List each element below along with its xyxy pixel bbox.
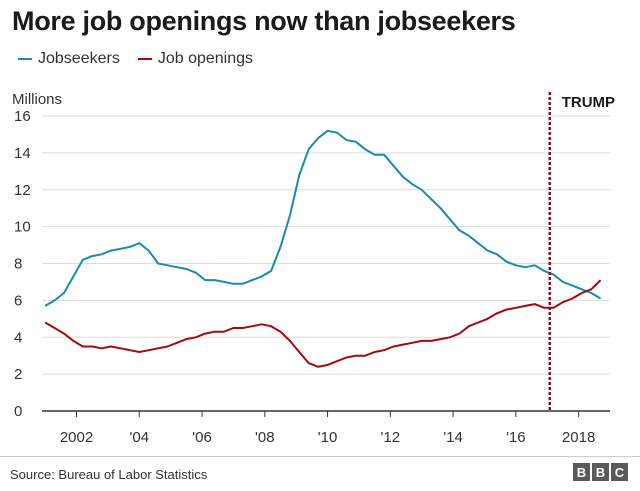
y-tick-label: 16 bbox=[14, 108, 31, 125]
line-chart: Millions 0 2 4 6 8 10 12 14 16 2002 '04 '06 '08 '10 '… bbox=[12, 91, 615, 446]
x-tick-label: '10 bbox=[318, 429, 338, 446]
y-tick-label: 6 bbox=[14, 292, 22, 309]
legend-swatch-job-openings bbox=[137, 58, 152, 60]
series-lines bbox=[44, 129, 602, 368]
gridlines bbox=[42, 115, 610, 412]
footer-divider bbox=[0, 456, 640, 457]
legend-item-job-openings: Job openings bbox=[137, 50, 254, 68]
x-tick-label: 2018 bbox=[562, 429, 595, 446]
series-line-jobseekers bbox=[44, 129, 602, 307]
source-note: Source: Bureau of Labor Statistics bbox=[10, 467, 208, 482]
bbc-logo: B B C bbox=[571, 463, 628, 481]
y-axis-label: Millions bbox=[12, 91, 62, 108]
x-tick-label: '04 bbox=[130, 429, 150, 446]
y-tick-label: 12 bbox=[14, 182, 31, 199]
x-tick-labels: 2002 '04 '06 '08 '10 '12 '14 '16 2018 bbox=[60, 411, 595, 446]
legend-item-jobseekers: Jobseekers bbox=[18, 50, 120, 68]
bbc-logo-letter: C bbox=[611, 463, 628, 481]
x-tick-label: '08 bbox=[255, 429, 275, 446]
x-tick-label: '12 bbox=[381, 429, 401, 446]
y-tick-label: 0 bbox=[14, 403, 22, 420]
y-tick-label: 4 bbox=[14, 329, 22, 346]
series-line-job-openings bbox=[44, 279, 602, 368]
bbc-logo-letter: B bbox=[592, 463, 609, 481]
x-tick-label: '16 bbox=[506, 429, 526, 446]
y-tick-label: 14 bbox=[14, 145, 31, 162]
legend: Jobseekers Job openings bbox=[18, 48, 271, 70]
x-tick-label: '06 bbox=[192, 429, 212, 446]
y-tick-label: 2 bbox=[14, 366, 22, 383]
y-tick-labels: 0 2 4 6 8 10 12 14 16 bbox=[14, 108, 31, 420]
bbc-logo-letter: B bbox=[573, 463, 590, 481]
chart-title: More job openings now than jobseekers bbox=[12, 6, 516, 36]
legend-label-job-openings: Job openings bbox=[157, 50, 254, 67]
x-tick-label: '14 bbox=[443, 429, 463, 446]
x-tick-label: 2002 bbox=[60, 429, 93, 446]
legend-swatch-jobseekers bbox=[18, 58, 32, 60]
y-tick-label: 8 bbox=[14, 256, 22, 273]
legend-label-jobseekers: Jobseekers bbox=[38, 50, 120, 67]
y-tick-label: 10 bbox=[14, 219, 31, 236]
trump-annotation: TRUMP bbox=[548, 92, 615, 411]
trump-label: TRUMP bbox=[562, 94, 615, 111]
